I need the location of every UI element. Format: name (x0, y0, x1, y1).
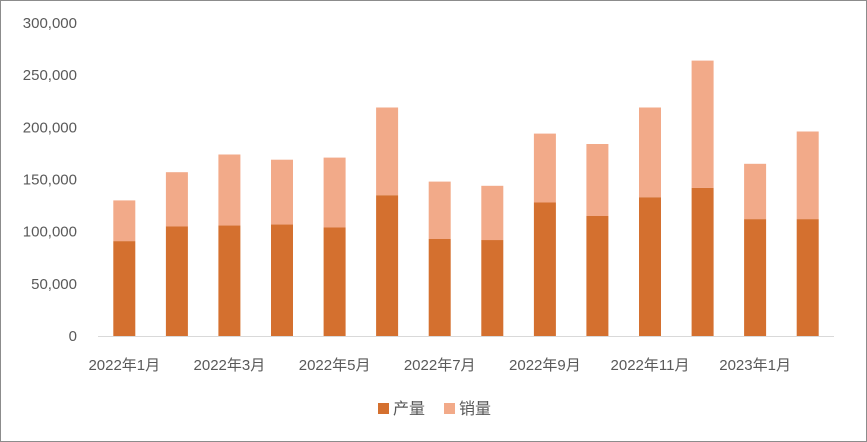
x-tick-label: 2022年7月 (404, 357, 476, 374)
bar-production (428, 239, 451, 336)
bar-sales (744, 163, 767, 220)
legend-label-sales: 销量 (459, 399, 491, 418)
bar-sales (113, 200, 136, 242)
y-tick-label: 50,000 (31, 276, 77, 293)
legend-swatch-sales (444, 403, 455, 414)
y-tick-label: 200,000 (23, 119, 77, 136)
bar-production (218, 225, 241, 336)
y-tick-label: 300,000 (23, 15, 77, 32)
bar-sales (586, 144, 609, 216)
legend-label-production: 产量 (393, 399, 425, 418)
bar-sales (796, 131, 819, 220)
y-tick-label: 100,000 (23, 224, 77, 241)
x-tick-label: 2022年5月 (299, 357, 371, 374)
bar-production (113, 241, 136, 336)
x-tick-label: 2022年9月 (509, 357, 581, 374)
bar-production (744, 219, 767, 336)
bar-production (796, 219, 819, 336)
legend-swatch-production (378, 403, 389, 414)
x-axis-labels: 2022年1月 2022年3月 2022年5月 2022年7月 2022年9月 2022年… (88, 357, 791, 374)
bar-production (271, 224, 293, 336)
bar-sales (218, 154, 241, 226)
y-axis-labels: 0 50,000 100,000 150,000 200,000 250,000 300,0… (23, 15, 77, 345)
bar-sales (323, 157, 346, 228)
bar-sales (691, 60, 714, 188)
bar-production (376, 195, 399, 336)
bars (113, 60, 819, 336)
x-tick-label: 2023年1月 (719, 357, 791, 374)
bar-production (323, 227, 346, 336)
bar-production (586, 216, 609, 336)
bar-sales (165, 172, 188, 227)
bar-sales (533, 133, 556, 203)
bar-sales (481, 185, 504, 241)
bar-sales (639, 107, 661, 198)
x-tick-label: 2022年11月 (611, 357, 690, 374)
y-tick-label: 0 (69, 328, 77, 345)
legend: 产量 销量 (378, 399, 491, 418)
x-tick-label: 2022年1月 (88, 357, 160, 374)
x-tick-label: 2022年3月 (194, 357, 266, 374)
y-tick-label: 250,000 (23, 67, 77, 84)
bar-production (533, 202, 556, 336)
bar-sales (376, 107, 399, 196)
bar-sales (428, 181, 451, 239)
bar-production (639, 197, 661, 336)
bar-production (481, 240, 504, 336)
bar-production (691, 187, 714, 336)
bar-production (165, 226, 188, 336)
y-tick-label: 150,000 (23, 172, 77, 189)
bar-sales (271, 159, 293, 225)
